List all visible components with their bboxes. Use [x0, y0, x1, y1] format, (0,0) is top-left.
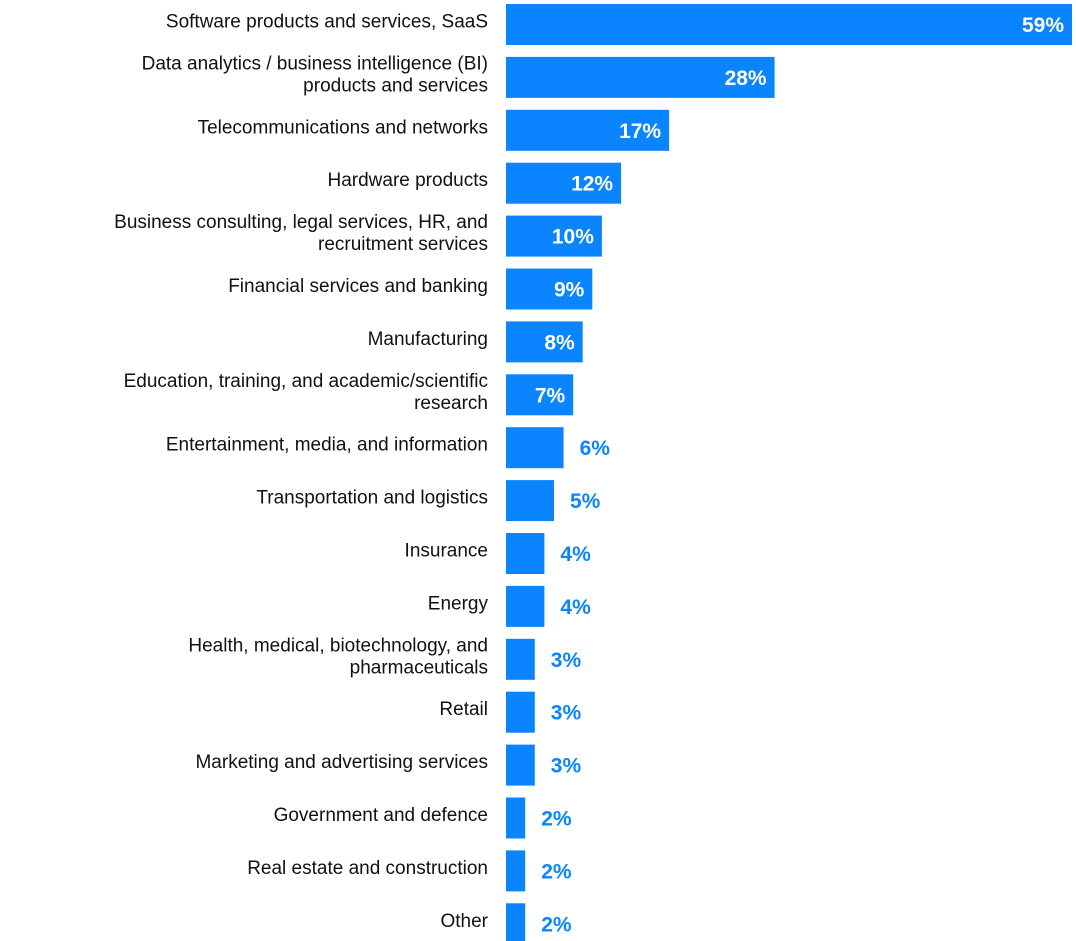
category-label: Energy [428, 593, 489, 614]
bar [506, 638, 535, 680]
category-label: Education, training, and academic/scient… [124, 370, 488, 413]
value-label: 9% [554, 279, 585, 302]
bar [506, 797, 526, 839]
value-label: 6% [580, 437, 611, 460]
bar [506, 321, 583, 363]
category-label: Telecommunications and networks [198, 117, 488, 138]
category-label: Hardware products [327, 170, 488, 191]
bar [506, 4, 1072, 45]
bar [506, 56, 775, 98]
value-label: 10% [552, 226, 594, 249]
bar [506, 109, 670, 151]
bar [506, 585, 545, 627]
value-label: 17% [619, 120, 661, 143]
category-label: Transportation and logistics [256, 487, 488, 508]
bar [506, 374, 574, 416]
category-label: Business consulting, legal services, HR,… [114, 212, 488, 255]
bar [506, 268, 593, 310]
bar [506, 691, 535, 733]
bar [506, 850, 526, 892]
bar [506, 162, 622, 204]
value-label: 12% [571, 173, 613, 196]
value-label: 28% [725, 67, 767, 90]
bar [506, 903, 526, 941]
value-label: 3% [551, 702, 582, 725]
value-label: 2% [541, 808, 572, 831]
category-label: Manufacturing [368, 328, 488, 349]
category-label: Marketing and advertising services [195, 752, 488, 773]
category-label: Government and defence [274, 805, 488, 826]
bar [506, 215, 602, 257]
category-label: Insurance [405, 540, 488, 561]
category-label: Entertainment, media, and information [166, 434, 488, 455]
value-label: 4% [560, 543, 591, 566]
value-label: 2% [541, 860, 572, 883]
value-label: 7% [535, 384, 566, 407]
category-label: Data analytics / business intelligence (… [142, 53, 488, 96]
bar [506, 744, 535, 786]
bar [506, 480, 554, 522]
category-label: Real estate and construction [247, 857, 488, 878]
bar [506, 533, 545, 574]
value-label: 5% [570, 490, 601, 513]
value-label: 3% [551, 755, 582, 778]
category-label: Other [440, 910, 488, 931]
value-label: 8% [544, 331, 575, 354]
bar [506, 427, 564, 469]
value-label: 4% [560, 596, 591, 619]
value-label: 59% [1022, 14, 1064, 37]
value-label: 2% [541, 913, 572, 936]
category-label: Software products and services, SaaS [166, 11, 488, 32]
category-label: Health, medical, biotechnology, and pharm… [188, 635, 488, 678]
category-label: Retail [439, 699, 488, 720]
category-label: Financial services and banking [228, 276, 488, 297]
value-label: 3% [551, 649, 582, 672]
